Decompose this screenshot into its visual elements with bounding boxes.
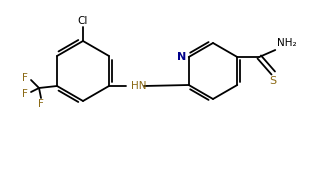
Text: N: N [176, 52, 186, 62]
Text: S: S [270, 76, 277, 86]
Text: NH₂: NH₂ [277, 38, 297, 48]
Text: Cl: Cl [78, 16, 88, 26]
Text: F: F [22, 73, 28, 83]
Text: HN: HN [131, 81, 147, 91]
Text: F: F [22, 89, 28, 99]
Text: F: F [38, 99, 44, 109]
